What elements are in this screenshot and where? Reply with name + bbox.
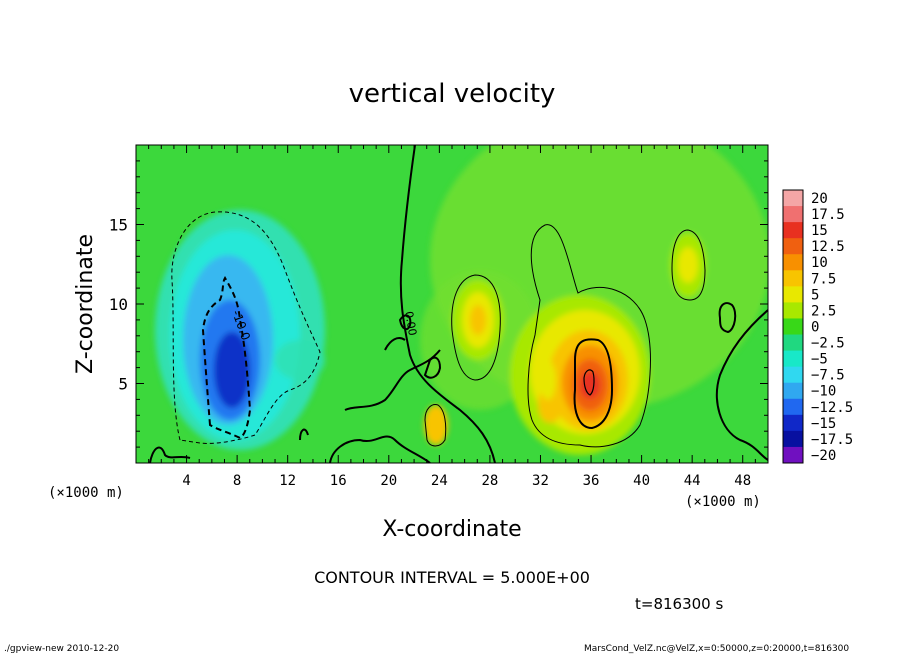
contour-zero-patch <box>718 302 737 334</box>
colorbar-label: 10 <box>811 255 828 271</box>
x-tick-label: 48 <box>734 473 751 489</box>
y-tick-label: 15 <box>109 216 128 235</box>
colorbar-label: 20 <box>811 191 828 207</box>
colorbar-label: −2.5 <box>811 336 845 352</box>
colorbar-label: −10 <box>811 384 836 400</box>
colorbar-swatch <box>783 414 803 432</box>
x-tick-label: 28 <box>481 473 498 489</box>
contour-5-small <box>424 404 447 447</box>
contour-5-main <box>527 224 651 448</box>
x-tick-label: 12 <box>279 473 296 489</box>
footer-left: ./gpview-new 2010-12-20 <box>4 644 119 654</box>
colorbar-swatch <box>783 334 803 352</box>
x-tick-label: 8 <box>233 473 241 489</box>
colorbar-swatch <box>783 430 803 448</box>
colorbar-swatch <box>783 382 803 400</box>
x-tick-label: 32 <box>532 473 549 489</box>
colorbar-label: −15 <box>811 416 836 432</box>
contour-zero-bottom <box>149 428 431 463</box>
footer-right: MarsCond_VelZ.nc@VelZ,x=0:50000,z=0:2000… <box>584 644 849 654</box>
x-tick-label: 20 <box>380 473 397 489</box>
contour-lines <box>149 145 768 463</box>
y-tick-label: 5 <box>118 375 128 394</box>
x-axis-label: X-coordinate <box>382 517 521 542</box>
x-tick-label: 24 <box>431 473 448 489</box>
colorbar-label: 5 <box>811 287 819 303</box>
x-tick-label: 36 <box>583 473 600 489</box>
colorbar-swatch <box>783 398 803 416</box>
colorbar-label: −17.5 <box>811 432 853 448</box>
x-tick-label: 4 <box>182 473 190 489</box>
colorbar-label: 17.5 <box>811 207 845 223</box>
colorbar-swatch <box>783 190 803 207</box>
colorbar-swatch <box>783 350 803 368</box>
contour-minus10 <box>201 276 252 440</box>
contour-5-cell1 <box>451 274 501 381</box>
tick-marks <box>136 145 768 463</box>
contour-interval-text: CONTOUR INTERVAL = 5.000E+00 <box>314 568 590 587</box>
time-label: t=816300 s <box>635 595 723 613</box>
colorbar-swatch <box>783 318 803 336</box>
colorbar: 2017.51512.5107.552.50−2.5−5−7.5−10−12.5… <box>782 189 853 464</box>
colorbar-swatch <box>783 206 803 223</box>
x-units-label-right: (×1000 m) <box>685 494 761 510</box>
colorbar-label: −20 <box>811 448 836 464</box>
y-tick-label: 10 <box>109 295 128 314</box>
colorbar-swatch <box>783 286 803 303</box>
colorbar-label: 12.5 <box>811 239 845 255</box>
x-units-label-left: (×1000 m) <box>48 485 124 501</box>
contour-label-zero: 0.00 <box>402 310 419 336</box>
x-tick-label: 40 <box>633 473 650 489</box>
colorbar-swatch <box>783 302 803 319</box>
colorbar-swatch <box>783 222 803 239</box>
colorbar-swatch <box>783 238 803 255</box>
contour-15-main <box>583 369 595 396</box>
colorbar-label: −5 <box>811 352 828 368</box>
x-tick-label: 16 <box>330 473 347 489</box>
y-axis-label: Z-coordinate <box>73 234 98 374</box>
chart-title: vertical velocity <box>349 79 556 109</box>
contour-zero-boundary <box>399 145 496 463</box>
colorbar-label: 0 <box>811 319 819 335</box>
colorbar-frame <box>782 189 804 464</box>
colorbar-label: 7.5 <box>811 271 836 287</box>
colorbar-swatch <box>783 446 803 464</box>
contour-minus5 <box>171 211 321 444</box>
colorbar-label: −7.5 <box>811 368 845 384</box>
colorbar-swatch <box>783 270 803 287</box>
heatmap-field <box>155 145 768 455</box>
colorbar-label: −12.5 <box>811 400 853 416</box>
contour-10-main <box>573 338 614 430</box>
colorbar-swatch <box>783 254 803 271</box>
contour-5-cell2 <box>671 229 706 301</box>
colorbar-label: 2.5 <box>811 303 836 319</box>
colorbar-label: 15 <box>811 223 828 239</box>
colorbar-swatch <box>783 366 803 384</box>
x-tick-label: 44 <box>684 473 701 489</box>
contour-zero-wiggle <box>344 314 442 411</box>
contour-zero-east <box>715 309 768 461</box>
